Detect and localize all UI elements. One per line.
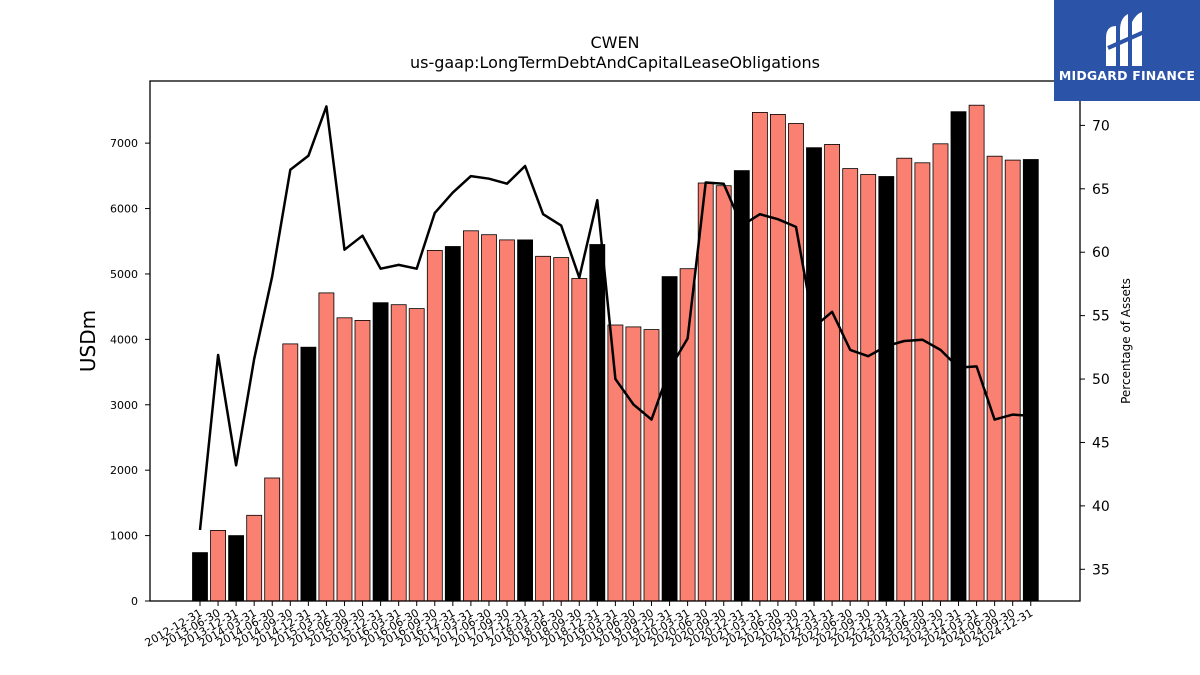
bar-2017-03-31 [462, 230, 479, 602]
bar-2016-09-30 [426, 249, 443, 602]
bar-2022-09-30 [860, 174, 877, 602]
y-tick-label: 3000 [110, 399, 138, 412]
bar-2019-03-31 [607, 324, 624, 602]
bar-2013-12-31 [228, 535, 245, 602]
line-group [198, 105, 1031, 531]
bar-2024-06-30 [986, 155, 1003, 602]
bar-2021-06-30 [770, 114, 786, 602]
y-tick-label: 0 [131, 595, 138, 608]
bar-2020-12-31 [733, 170, 750, 602]
y2-tick-label: 55 [1092, 309, 1110, 325]
axes-group: 0 1000 2000 3000 4000 5000 6000 7000 35 40 45 50 55 6… [110, 80, 1110, 650]
y2-tick-label: 45 [1092, 435, 1110, 451]
bar-2023-03-31 [896, 157, 913, 602]
bar-2019-06-30 [625, 326, 642, 602]
bar-2018-12-31 [589, 244, 606, 602]
bar-2020-03-31 [679, 268, 696, 602]
bar-2021-12-31 [806, 147, 822, 602]
bar-2014-06-30 [264, 477, 281, 602]
y-tick-label: 7000 [110, 137, 138, 150]
bar-2024-09-30 [1004, 159, 1021, 602]
bar-2015-03-31 [318, 292, 335, 602]
brand-logo: MIDGARD FINANCE [1054, 0, 1200, 101]
bar-2019-12-31 [661, 276, 678, 602]
bar-2014-12-31 [300, 346, 317, 602]
bar-2024-12-31 [1022, 159, 1039, 602]
y-tick-label: 2000 [110, 464, 138, 477]
brand-name: MIDGARD FINANCE [1058, 68, 1196, 83]
y-axis-label: USDm [76, 310, 100, 372]
bar-2024-03-31 [968, 104, 985, 602]
y-tick-label: 5000 [110, 268, 138, 281]
bar-2016-06-30 [408, 308, 425, 602]
bar-2023-09-30 [932, 143, 949, 602]
bar-2014-09-30 [282, 343, 299, 602]
y2-tick-label: 65 [1092, 182, 1110, 198]
bar-2023-06-30 [914, 162, 931, 602]
bar-2018-03-31 [535, 255, 551, 602]
bar-2015-12-31 [372, 302, 389, 602]
y2-axis-label: Percentage of Assets [1119, 278, 1133, 404]
bar-2021-09-30 [788, 123, 804, 602]
bar-2021-03-31 [752, 112, 768, 602]
y2-tick-label: 35 [1092, 562, 1110, 578]
chart-title: CWEN [590, 33, 639, 52]
chart-subtitle: us-gaap:LongTermDebtAndCapitalLeaseOblig… [410, 53, 820, 72]
y2-tick-label: 70 [1092, 118, 1110, 134]
bar-2012-12-31 [192, 552, 208, 602]
y-tick-label: 1000 [110, 530, 138, 543]
bar-2014-03-31 [246, 514, 263, 602]
y2-tick-label: 50 [1092, 372, 1110, 388]
bar-2016-03-31 [390, 304, 407, 602]
bar-2022-03-31 [824, 143, 840, 602]
bar-2017-06-30 [481, 234, 497, 602]
bar-2022-12-31 [878, 176, 895, 602]
bar-2019-09-30 [643, 329, 660, 602]
y-tick-label: 4000 [110, 333, 138, 346]
bar-2015-06-30 [336, 317, 353, 602]
bar-2015-09-30 [354, 319, 371, 602]
bar-2013-06-30 [210, 530, 227, 602]
bar-2018-06-30 [553, 257, 570, 602]
y-tick-label: 6000 [110, 203, 138, 216]
bar-2017-09-30 [499, 239, 515, 602]
bar-2020-06-30 [697, 182, 714, 602]
bars-group [192, 104, 1039, 602]
bar-2022-06-30 [842, 168, 859, 602]
bar-2018-09-30 [571, 278, 588, 602]
bar-2016-12-31 [444, 246, 461, 602]
brand-mark-icon [1106, 12, 1145, 66]
bar-2017-12-31 [517, 239, 533, 602]
bar-2020-09-30 [715, 185, 732, 602]
y2-tick-label: 60 [1092, 245, 1110, 261]
percentage-line [198, 105, 1031, 531]
bar-2023-12-31 [950, 111, 967, 602]
y2-tick-label: 40 [1092, 499, 1110, 515]
